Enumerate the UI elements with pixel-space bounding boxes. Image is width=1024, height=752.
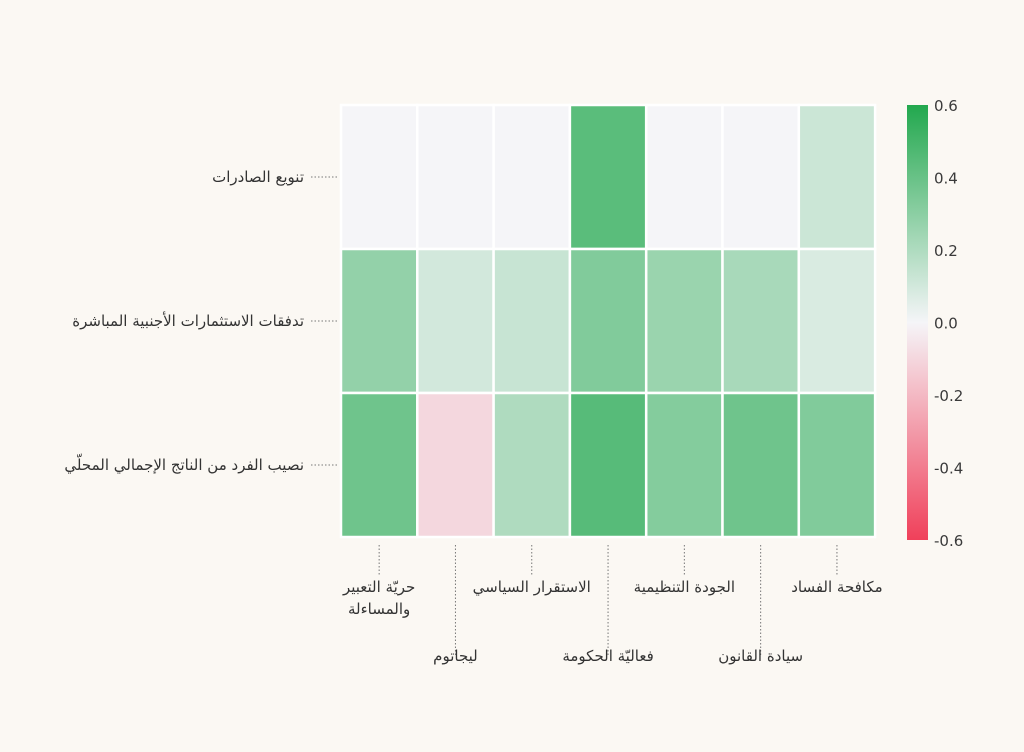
colorbar: 0.6 0.4 0.2 0.0 -0.2 -0.4 -0.6 <box>907 97 963 550</box>
heatmap-cell <box>492 103 572 251</box>
heatmap-cell <box>721 103 801 251</box>
heatmap-cell <box>492 391 572 539</box>
heatmap-cell <box>339 391 419 539</box>
column-label: سيادة القانون <box>718 647 803 665</box>
column-label: فعاليّة الحكومة <box>562 647 653 665</box>
row-label: تنويع الصادرات <box>212 168 304 186</box>
colorbar-tick-label: 0.0 <box>934 315 958 333</box>
heatmap-cell <box>568 247 648 395</box>
heatmap-cell <box>339 103 419 251</box>
heatmap-cell <box>339 247 419 395</box>
colorbar-gradient <box>907 105 928 540</box>
heatmap-cells <box>339 103 877 539</box>
colorbar-tick-label: 0.2 <box>934 242 958 260</box>
colorbar-tick-label: -0.6 <box>934 532 963 550</box>
column-labels: حريّة التعبير والمساءلة ليجاتوم الاستقرار ا… <box>342 545 883 665</box>
column-label: الجودة التنظيمية <box>634 578 735 596</box>
heatmap-cell <box>416 247 495 395</box>
row-label: تدفقات الاستثمارات الأجنبية المباشرة <box>72 311 304 330</box>
heatmap-cell <box>797 247 877 395</box>
heatmap-cell <box>721 391 801 539</box>
column-label: الاستقرار السياسي <box>473 578 591 597</box>
heatmap-cell <box>568 103 648 251</box>
heatmap-cell <box>416 103 495 251</box>
heatmap-cell <box>568 391 648 539</box>
heatmap-cell <box>492 247 572 395</box>
column-label: حريّة التعبير <box>342 578 415 596</box>
row-label: نصيب الفرد من الناتج الإجمالي المحلّي <box>64 454 304 475</box>
column-label: ليجاتوم <box>433 647 478 665</box>
colorbar-tick-label: 0.6 <box>934 97 958 115</box>
heatmap-cell <box>797 391 877 539</box>
colorbar-tick-label: -0.2 <box>934 387 963 405</box>
heatmap-cell <box>416 391 495 539</box>
heatmap-cell <box>644 391 724 539</box>
heatmap-cell <box>797 103 877 251</box>
heatmap-cell <box>644 103 724 251</box>
row-labels: تنويع الصادرات تدفقات الاستثمارات الأجنبي… <box>64 168 337 475</box>
column-label: مكافحة الفساد <box>791 578 883 596</box>
column-label: والمساءلة <box>348 600 410 618</box>
heatmap-cell <box>721 247 801 395</box>
colorbar-tick-label: 0.4 <box>934 170 958 188</box>
heatmap-cell <box>644 247 724 395</box>
colorbar-tick-label: -0.4 <box>934 460 963 478</box>
